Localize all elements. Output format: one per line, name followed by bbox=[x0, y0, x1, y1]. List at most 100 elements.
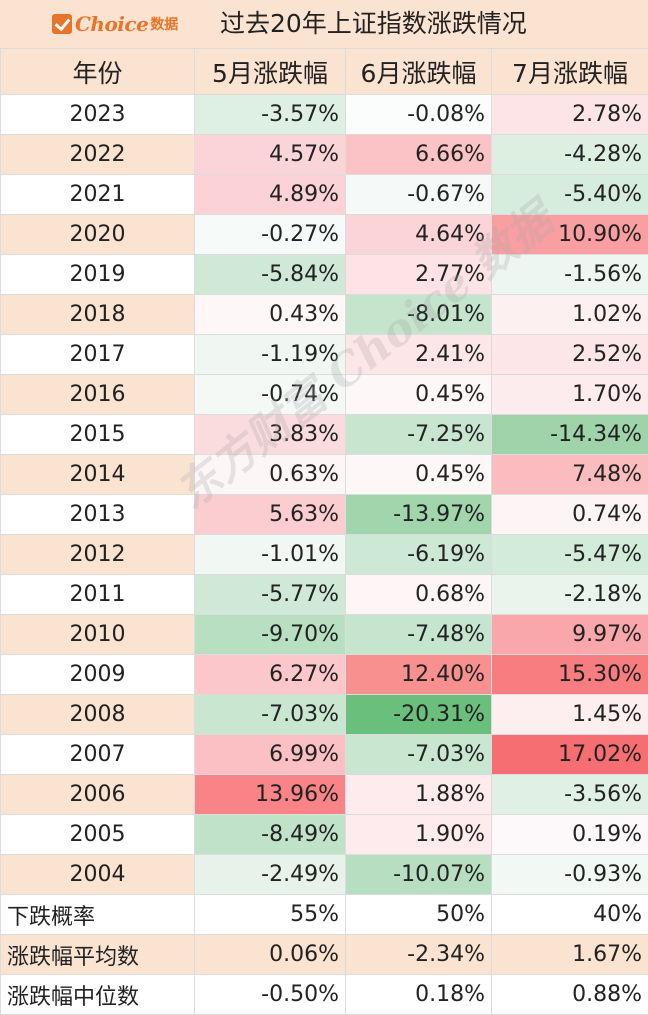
table-row: 2018 0.43% -8.01% 1.02% bbox=[0, 294, 648, 335]
table-row: 2014 0.63% 0.45% 7.48% bbox=[0, 454, 648, 495]
table-row: 2007 6.99% -7.03% 17.02% bbox=[0, 734, 648, 775]
table-row: 2023 -3.57% -0.08% 2.78% bbox=[0, 94, 648, 135]
june-change-cell: -0.67% bbox=[345, 174, 492, 215]
column-header-year: 年份 bbox=[0, 48, 195, 95]
may-change-cell: 6.99% bbox=[194, 734, 346, 775]
may-change-cell: -0.74% bbox=[194, 374, 346, 415]
june-change-cell: -6.19% bbox=[345, 534, 492, 575]
year-cell: 2019 bbox=[0, 254, 195, 295]
table-row: 2005 -8.49% 1.90% 0.19% bbox=[0, 814, 648, 855]
july-change-cell: 9.97% bbox=[491, 614, 648, 655]
july-change-cell: -0.93% bbox=[491, 854, 648, 895]
july-change-cell: 2.78% bbox=[491, 94, 648, 135]
may-change-cell: 0.43% bbox=[194, 294, 346, 335]
table-row: 2013 5.63% -13.97% 0.74% bbox=[0, 494, 648, 535]
column-header-may: 5月涨跌幅 bbox=[194, 48, 346, 95]
year-cell: 2018 bbox=[0, 294, 195, 335]
june-change-cell: -8.01% bbox=[345, 294, 492, 335]
table-row: 2021 4.89% -0.67% -5.40% bbox=[0, 174, 648, 215]
year-cell: 2005 bbox=[0, 814, 195, 855]
may-change-cell: 3.83% bbox=[194, 414, 346, 455]
stat-label: 涨跌幅平均数 bbox=[0, 934, 195, 975]
table-row: 2010 -9.70% -7.48% 9.97% bbox=[0, 614, 648, 655]
june-change-cell: 0.45% bbox=[345, 374, 492, 415]
june-change-cell: 1.88% bbox=[345, 774, 492, 815]
june-change-cell: -7.03% bbox=[345, 734, 492, 775]
year-cell: 2015 bbox=[0, 414, 195, 455]
year-cell: 2020 bbox=[0, 214, 195, 255]
year-cell: 2014 bbox=[0, 454, 195, 495]
may-stat-value: 55% bbox=[194, 894, 346, 935]
may-change-cell: 0.63% bbox=[194, 454, 346, 495]
table-row: 2008 -7.03% -20.31% 1.45% bbox=[0, 694, 648, 735]
table-row: 2011 -5.77% 0.68% -2.18% bbox=[0, 574, 648, 615]
june-change-cell: 2.41% bbox=[345, 334, 492, 375]
year-cell: 2008 bbox=[0, 694, 195, 735]
july-change-cell: -2.18% bbox=[491, 574, 648, 615]
may-change-cell: -3.57% bbox=[194, 94, 346, 135]
may-change-cell: -9.70% bbox=[194, 614, 346, 655]
may-change-cell: -0.27% bbox=[194, 214, 346, 255]
table-row: 2020 -0.27% 4.64% 10.90% bbox=[0, 214, 648, 255]
logo-cn-text: 数据 bbox=[150, 17, 179, 33]
june-change-cell: 6.66% bbox=[345, 134, 492, 175]
june-change-cell: -7.48% bbox=[345, 614, 492, 655]
may-change-cell: 5.63% bbox=[194, 494, 346, 535]
page-title: 过去20年上证指数涨跌情况 bbox=[220, 9, 527, 38]
stat-label: 涨跌幅中位数 bbox=[0, 974, 195, 1015]
year-cell: 2021 bbox=[0, 174, 195, 215]
table-body: 2023 -3.57% -0.08% 2.78% 2022 4.57% 6.66% -4.28… bbox=[0, 94, 648, 1015]
july-change-cell: 1.45% bbox=[491, 694, 648, 735]
may-change-cell: -1.01% bbox=[194, 534, 346, 575]
july-change-cell: 10.90% bbox=[491, 214, 648, 255]
table-row: 2006 13.96% 1.88% -3.56% bbox=[0, 774, 648, 815]
june-change-cell: 4.64% bbox=[345, 214, 492, 255]
july-change-cell: -4.28% bbox=[491, 134, 648, 175]
year-cell: 2009 bbox=[0, 654, 195, 695]
year-cell: 2022 bbox=[0, 134, 195, 175]
july-change-cell: 7.48% bbox=[491, 454, 648, 495]
june-change-cell: -10.07% bbox=[345, 854, 492, 895]
june-change-cell: 2.77% bbox=[345, 254, 492, 295]
june-stat-value: 0.18% bbox=[345, 974, 492, 1015]
june-change-cell: -0.08% bbox=[345, 94, 492, 135]
table-row: 2015 3.83% -7.25% -14.34% bbox=[0, 414, 648, 455]
june-change-cell: -13.97% bbox=[345, 494, 492, 535]
july-change-cell: -14.34% bbox=[491, 414, 648, 455]
june-change-cell: 0.45% bbox=[345, 454, 492, 495]
july-change-cell: -5.40% bbox=[491, 174, 648, 215]
may-change-cell: 13.96% bbox=[194, 774, 346, 815]
year-cell: 2006 bbox=[0, 774, 195, 815]
july-change-cell: 15.30% bbox=[491, 654, 648, 695]
july-stat-value: 1.67% bbox=[491, 934, 648, 975]
june-change-cell: -20.31% bbox=[345, 694, 492, 735]
july-change-cell: 17.02% bbox=[491, 734, 648, 775]
july-change-cell: 0.74% bbox=[491, 494, 648, 535]
year-cell: 2013 bbox=[0, 494, 195, 535]
decline-probability-row: 下跌概率 55% 50% 40% bbox=[0, 894, 648, 935]
table-row: 2012 -1.01% -6.19% -5.47% bbox=[0, 534, 648, 575]
median-change-row: 涨跌幅中位数 -0.50% 0.18% 0.88% bbox=[0, 974, 648, 1015]
may-change-cell: -5.84% bbox=[194, 254, 346, 295]
july-change-cell: 1.70% bbox=[491, 374, 648, 415]
column-header-june: 6月涨跌幅 bbox=[345, 48, 492, 95]
may-change-cell: 6.27% bbox=[194, 654, 346, 695]
table-row: 2019 -5.84% 2.77% -1.56% bbox=[0, 254, 648, 295]
year-cell: 2023 bbox=[0, 94, 195, 135]
year-cell: 2010 bbox=[0, 614, 195, 655]
title-bar: Choice 数据 过去20年上证指数涨跌情况 bbox=[0, 0, 648, 49]
july-change-cell: 2.52% bbox=[491, 334, 648, 375]
checkmark-icon bbox=[52, 14, 72, 34]
june-change-cell: 0.68% bbox=[345, 574, 492, 615]
table-row: 2016 -0.74% 0.45% 1.70% bbox=[0, 374, 648, 415]
july-stat-value: 0.88% bbox=[491, 974, 648, 1015]
year-cell: 2011 bbox=[0, 574, 195, 615]
july-change-cell: 1.02% bbox=[491, 294, 648, 335]
july-change-cell: -3.56% bbox=[491, 774, 648, 815]
stat-label: 下跌概率 bbox=[0, 894, 195, 935]
may-change-cell: 4.89% bbox=[194, 174, 346, 215]
year-cell: 2004 bbox=[0, 854, 195, 895]
choice-logo: Choice 数据 bbox=[52, 11, 178, 37]
average-change-row: 涨跌幅平均数 0.06% -2.34% 1.67% bbox=[0, 934, 648, 975]
